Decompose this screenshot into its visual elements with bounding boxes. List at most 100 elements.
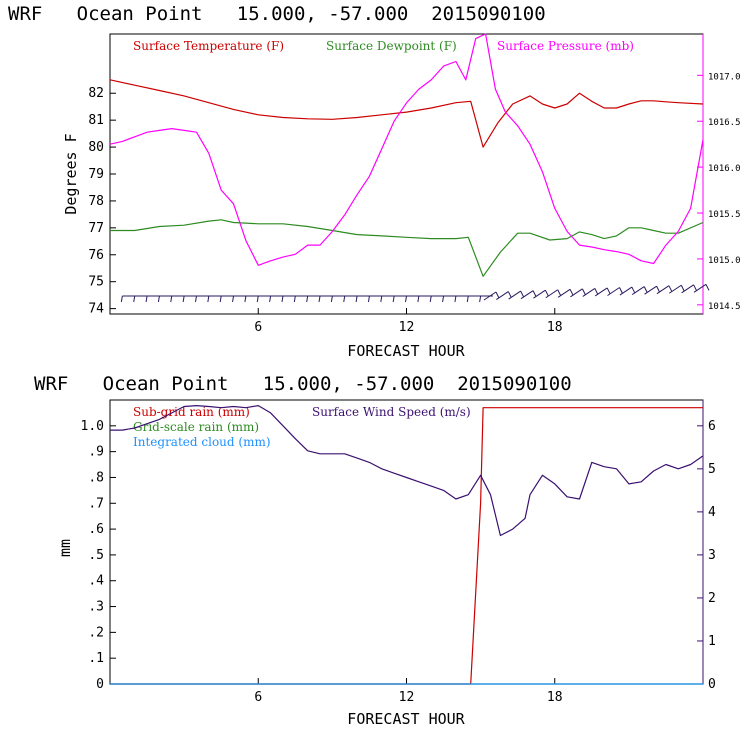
wind-barb-flag	[520, 290, 525, 298]
wind-barb	[367, 295, 370, 303]
y-tick-label: .5	[88, 548, 104, 563]
y-tick-label: 78	[88, 194, 104, 209]
x-tick-label: 18	[547, 690, 563, 705]
wind-barb	[306, 295, 309, 303]
wind-barb-flag	[544, 289, 549, 297]
x-tick-label: 6	[254, 320, 262, 335]
wind-barb	[681, 284, 694, 294]
wind-barb	[256, 295, 259, 303]
series-line-surface-wind-speed-m-s	[110, 405, 704, 537]
wind-barb	[207, 295, 210, 303]
wind-barb	[405, 295, 407, 303]
wind-barb-flag	[643, 286, 648, 293]
wind-barb	[392, 295, 395, 303]
y-tick-label: .9	[88, 445, 104, 460]
y2-tick-label: 4	[708, 505, 716, 520]
series-line-surface-temperature-f	[109, 79, 704, 148]
wind-barbs	[120, 283, 710, 303]
chart-title-bottom: WRF Ocean Point 15.000, -57.000 20150901…	[34, 373, 572, 395]
wind-barb	[232, 295, 235, 303]
wind-barb-flag	[594, 288, 599, 295]
wind-barb	[157, 295, 160, 303]
legend-pressure: Surface Pressure (mb)	[497, 39, 634, 53]
wind-barb	[582, 287, 596, 297]
wind-barb	[483, 291, 497, 301]
wind-barb	[380, 295, 383, 303]
y-tick-label: .3	[88, 600, 104, 615]
y-tick-label: .1	[88, 651, 104, 666]
wind-barb	[145, 295, 148, 303]
wind-barb	[293, 295, 296, 303]
plot-frame-top	[109, 33, 704, 315]
y-tick-label: 77	[88, 221, 104, 236]
wind-barb-flag	[582, 288, 586, 296]
wind-barb-flag	[569, 289, 574, 296]
x-tick-label: 12	[399, 690, 415, 705]
wind-barb	[496, 291, 509, 300]
wind-barb	[533, 289, 546, 299]
wind-barb	[570, 288, 583, 298]
wind-barb-flag	[532, 290, 537, 297]
legend-temperature: Surface Temperature (F)	[133, 39, 284, 53]
wind-barb-flag	[693, 284, 698, 292]
y2-tick-label: 1016.5	[708, 118, 740, 128]
legend-integrated-cloud: Integrated cloud (mm)	[133, 435, 271, 449]
wind-barb	[355, 295, 358, 303]
y2-tick-label: 1	[708, 634, 716, 649]
axis-ticks-top: 6 12 18 74 75 76 77 78 79 80 81 82 1014.5 1015.0 1015.…	[88, 72, 740, 335]
wind-barb-flag	[507, 291, 512, 298]
y2-tick-label: 1015.0	[708, 256, 740, 266]
wind-barb	[120, 295, 123, 303]
wind-barb	[170, 295, 173, 303]
y-tick-label: 74	[88, 302, 104, 317]
y-tick-label: 0	[96, 677, 104, 692]
y-tick-label: .2	[88, 625, 104, 640]
series-line-sub-grid-rain-mm	[110, 407, 703, 685]
wind-barb-flag	[631, 286, 636, 294]
x-axis-label-bottom: FORECAST HOUR	[347, 710, 465, 728]
x-tick-label: 6	[254, 690, 262, 705]
wind-barb	[318, 295, 321, 303]
y-tick-label: .7	[88, 496, 104, 511]
x-tick-label: 12	[399, 320, 415, 335]
wind-barb	[466, 295, 469, 303]
wind-barb-flag	[606, 287, 611, 295]
y-tick-label: .4	[88, 574, 104, 589]
wind-barb	[417, 295, 420, 303]
y2-tick-label: 1017.0	[708, 72, 740, 82]
wind-barb	[330, 295, 333, 303]
wind-barb-flag	[668, 285, 673, 292]
wind-barb	[557, 288, 571, 298]
y-tick-label: 80	[88, 140, 104, 155]
y-tick-label: 1.0	[81, 419, 104, 434]
wind-barb	[607, 287, 620, 296]
wind-barb	[133, 295, 136, 303]
wind-barb	[520, 290, 534, 300]
y-tick-label: 79	[88, 167, 104, 182]
wind-barb	[194, 295, 197, 303]
legend-wind-speed: Surface Wind Speed (m/s)	[312, 405, 471, 419]
y2-tick-label: 1014.5	[708, 302, 740, 312]
y-tick-label: 76	[88, 248, 104, 263]
y2-tick-label: 3	[708, 548, 716, 563]
wind-barb	[693, 283, 707, 293]
y2-tick-label: 2	[708, 591, 716, 606]
wind-barb	[343, 295, 346, 303]
y-axis-label-bottom: mm	[56, 539, 74, 557]
wind-barb	[631, 286, 645, 296]
wind-barb	[281, 295, 284, 303]
wind-barb-flag	[705, 284, 710, 291]
wind-barb-flag	[656, 285, 661, 293]
x-tick-label: 18	[547, 320, 563, 335]
wind-barb	[545, 289, 559, 299]
wind-barb-flag	[495, 291, 500, 299]
legend-gridscale-rain: Grid-scale rain (mm)	[133, 420, 259, 434]
y-axis-label-top: Degrees F	[62, 133, 80, 214]
wind-barb	[269, 295, 272, 303]
wind-barb	[594, 287, 608, 297]
chart-title-top: WRF Ocean Point 15.000, -57.000 20150901…	[8, 3, 546, 25]
y-tick-label: 75	[88, 275, 104, 290]
series-line-surface-dewpoint-f	[110, 219, 704, 277]
y-tick-label: .8	[88, 470, 104, 485]
